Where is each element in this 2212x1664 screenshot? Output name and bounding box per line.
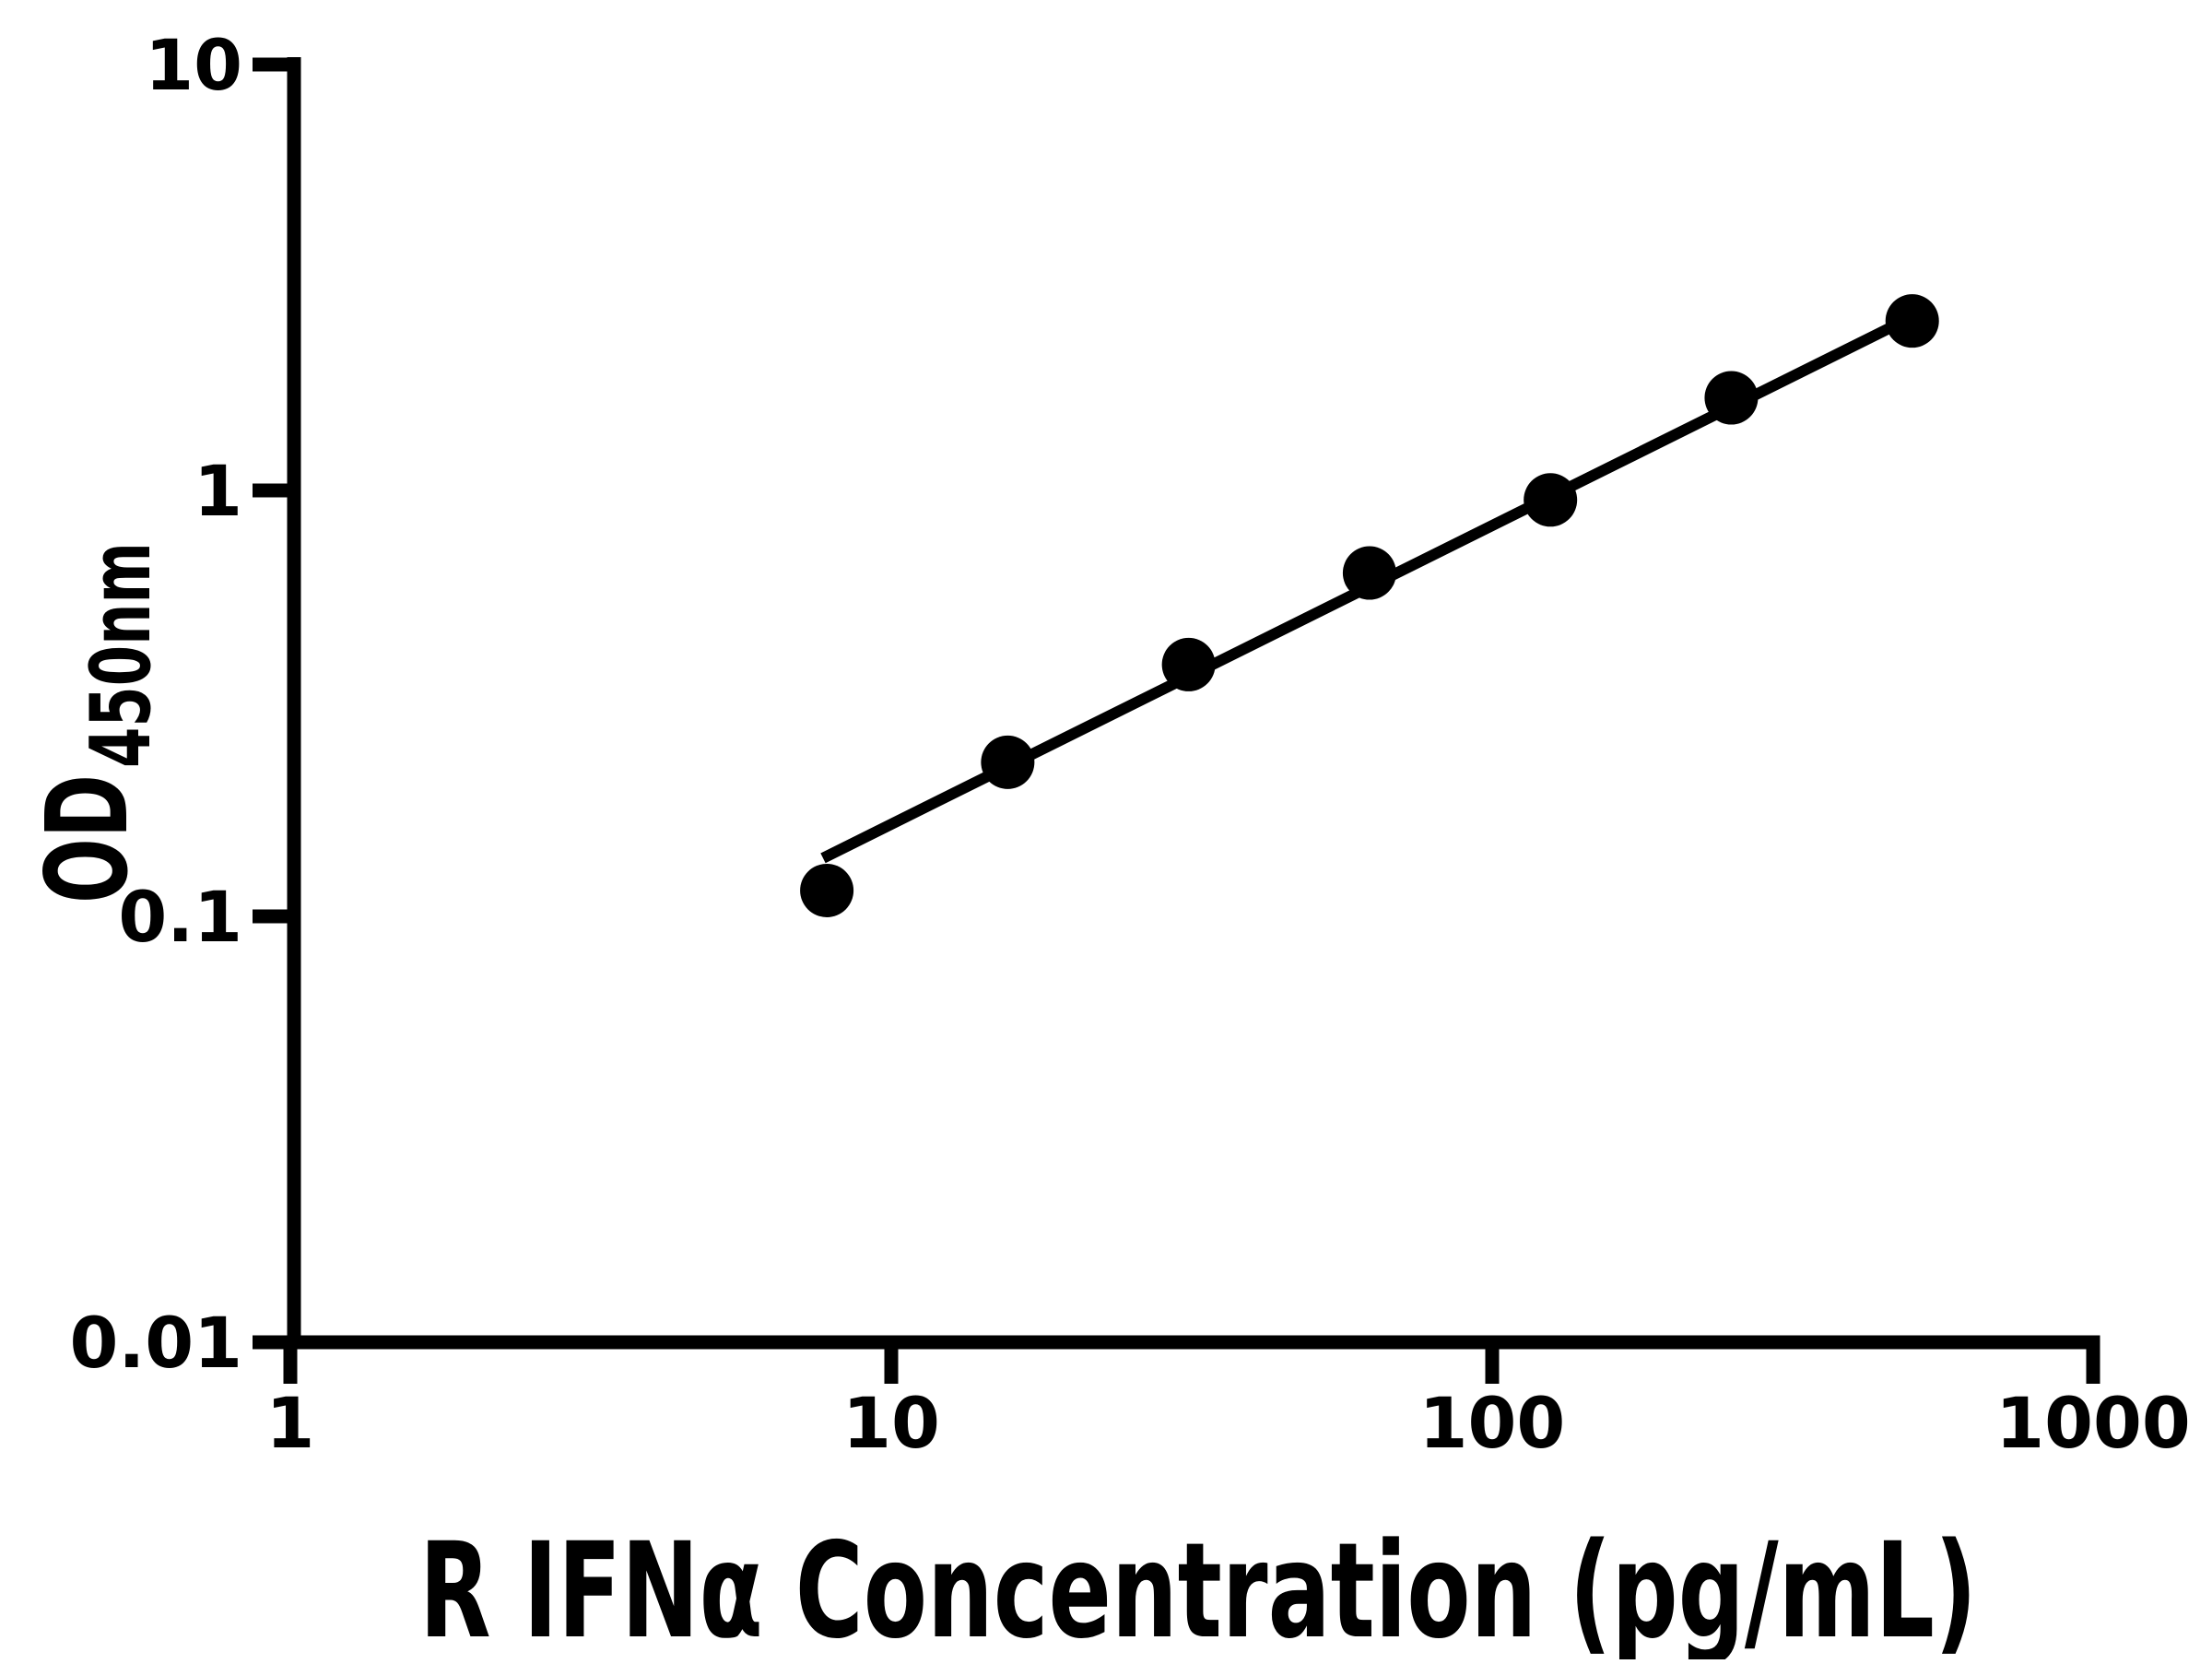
x-tick-label: 1: [266, 1382, 315, 1464]
y-tick-label: 0.1: [118, 876, 242, 958]
data-point: [981, 735, 1035, 789]
y-axis-title-main: OD: [22, 774, 153, 903]
data-point: [1342, 546, 1396, 600]
y-axis-title: OD 450nm: [22, 542, 170, 903]
x-tick-label: 100: [1419, 1382, 1566, 1464]
x-axis-title: R IFNα Concentration (pg/mL): [419, 1514, 1977, 1659]
x-axis-ticks: 1 10 100 1000: [266, 1342, 2191, 1464]
data-points: [800, 294, 1939, 917]
plot-area: [800, 294, 1939, 917]
data-point: [1161, 637, 1216, 691]
y-tick-label: 0.01: [69, 1302, 242, 1384]
axes: [287, 57, 2100, 1350]
data-point: [1524, 473, 1578, 527]
y-axis-ticks: 10 1 0.1 0.01: [69, 24, 294, 1384]
y-tick-label: 10: [145, 24, 242, 106]
x-tick-label: 10: [842, 1382, 940, 1464]
data-point: [800, 863, 854, 917]
y-axis-title-subscript: 450nm: [73, 542, 170, 768]
data-point: [1885, 294, 1939, 348]
x-tick-label: 1000: [1995, 1382, 2191, 1464]
y-tick-label: 1: [194, 450, 242, 532]
data-point: [1704, 371, 1759, 425]
